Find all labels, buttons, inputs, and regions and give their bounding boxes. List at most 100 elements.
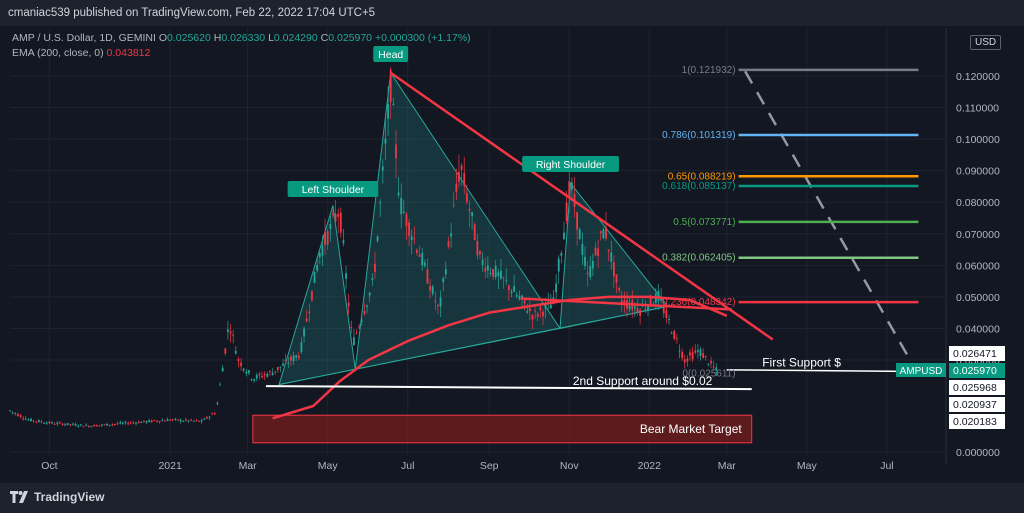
candle-body (599, 231, 602, 234)
price-tick-label: 0.100000 (956, 134, 1000, 146)
candle-body (570, 182, 573, 190)
candle-body (292, 355, 295, 362)
candle-body (416, 249, 418, 254)
candle-body (326, 230, 329, 245)
fib-level-label: 0.5(0.073771) (673, 217, 735, 228)
fib-level-label: 0.382(0.062405) (662, 253, 735, 264)
candle-body (471, 212, 473, 217)
change-value: +0.000300 (+1.17%) (374, 32, 471, 44)
candle-body (347, 302, 350, 307)
candle-body (555, 283, 558, 293)
candle-body (30, 418, 32, 422)
currency-button[interactable]: USD (970, 35, 1002, 50)
candle-body (434, 300, 437, 302)
candle-body (481, 259, 484, 266)
candle-body (691, 352, 694, 360)
candle-body (675, 338, 678, 340)
candle-body (82, 426, 85, 428)
candle-body (321, 245, 324, 256)
time-axis: Oct 2021 Mar May Jul Sep Nov 2022 Mar May Jul (41, 460, 893, 472)
candle-body (589, 266, 592, 277)
price-label-box (949, 380, 1005, 395)
candle-body (303, 328, 305, 337)
candle-body (452, 204, 455, 206)
tradingview-logo[interactable]: TradingView (10, 490, 104, 504)
candle-body (51, 422, 53, 424)
fib-level-label: 0.618(0.085137) (662, 181, 735, 192)
candle-body (14, 412, 17, 414)
candle-body (35, 421, 38, 423)
candle-body (111, 424, 114, 426)
candle-body (612, 262, 615, 277)
price-label-box (949, 346, 1005, 361)
ema-label: EMA (200, close, 0) (12, 47, 104, 59)
candle-body (528, 308, 531, 312)
candle-body (699, 349, 702, 356)
candle-body (213, 413, 216, 415)
candle-body (240, 362, 242, 367)
candle-body (387, 104, 389, 119)
ema-legend[interactable]: EMA (200, close, 0) 0.043812 (12, 47, 150, 59)
candle-body (95, 425, 98, 427)
bear-market-target: Bear Market Target (252, 414, 753, 444)
candle-body (121, 422, 124, 424)
price-label-box (949, 414, 1005, 429)
candle-body (628, 306, 631, 310)
candle-body (290, 356, 292, 361)
candle-body (221, 367, 224, 372)
open-value: 0.025620 (167, 32, 211, 44)
candle-body (158, 421, 161, 423)
candle-body (710, 360, 712, 364)
candle-body (140, 421, 143, 423)
symbol-tag-box (896, 363, 946, 377)
candle-body (458, 171, 460, 182)
candle-body (507, 285, 510, 291)
candle-body (164, 420, 166, 422)
symbol-legend[interactable]: AMP / U.S. Dollar, 1D, GEMINI O0.025620 … (12, 32, 471, 44)
candle-body (171, 419, 174, 421)
candle-body (544, 304, 547, 309)
candle-body (497, 272, 500, 277)
projection-line (744, 70, 913, 364)
symbol-title: AMP / U.S. Dollar, 1D, GEMINI (12, 32, 156, 44)
candle-body (696, 350, 699, 352)
candle-body (271, 372, 274, 376)
candle-body (678, 350, 681, 352)
candle-body (224, 348, 227, 354)
candle-body (182, 420, 185, 422)
candle-body (649, 295, 652, 306)
candle-body (450, 233, 452, 237)
price-tick-label: 0.080000 (956, 197, 1000, 209)
candle-body (468, 208, 471, 211)
candle-body (127, 423, 130, 425)
candle-body (132, 422, 135, 424)
candle-body (400, 197, 403, 215)
candle-body (177, 419, 179, 421)
candle-body (284, 359, 287, 362)
candle-body (510, 291, 513, 294)
candle-body (305, 318, 308, 322)
fib-level-label: 1(0.121932) (682, 65, 736, 76)
candle-body (255, 375, 258, 379)
candle-body (93, 424, 95, 427)
candle-body (381, 166, 384, 171)
candle-body (371, 278, 374, 280)
ema-line (272, 295, 728, 420)
head-label: Head (378, 49, 403, 61)
candle-body (316, 265, 319, 271)
descending-trendline (389, 71, 774, 341)
second-support-line (265, 385, 752, 391)
candle-body (686, 358, 689, 362)
candle-body (518, 296, 521, 299)
candle-body (87, 425, 90, 427)
candle-body (332, 213, 334, 216)
candle-body (287, 362, 290, 364)
candle-body (185, 419, 187, 421)
candle-body (594, 247, 597, 256)
candle-body (137, 421, 140, 424)
candle-body (379, 202, 382, 204)
candle-body (342, 240, 345, 244)
candle-body (242, 368, 245, 371)
candle-body (174, 418, 177, 420)
